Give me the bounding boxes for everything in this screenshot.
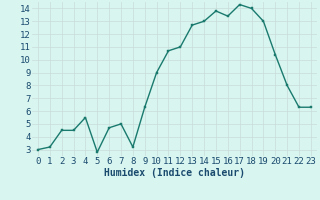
X-axis label: Humidex (Indice chaleur): Humidex (Indice chaleur)	[104, 168, 245, 178]
